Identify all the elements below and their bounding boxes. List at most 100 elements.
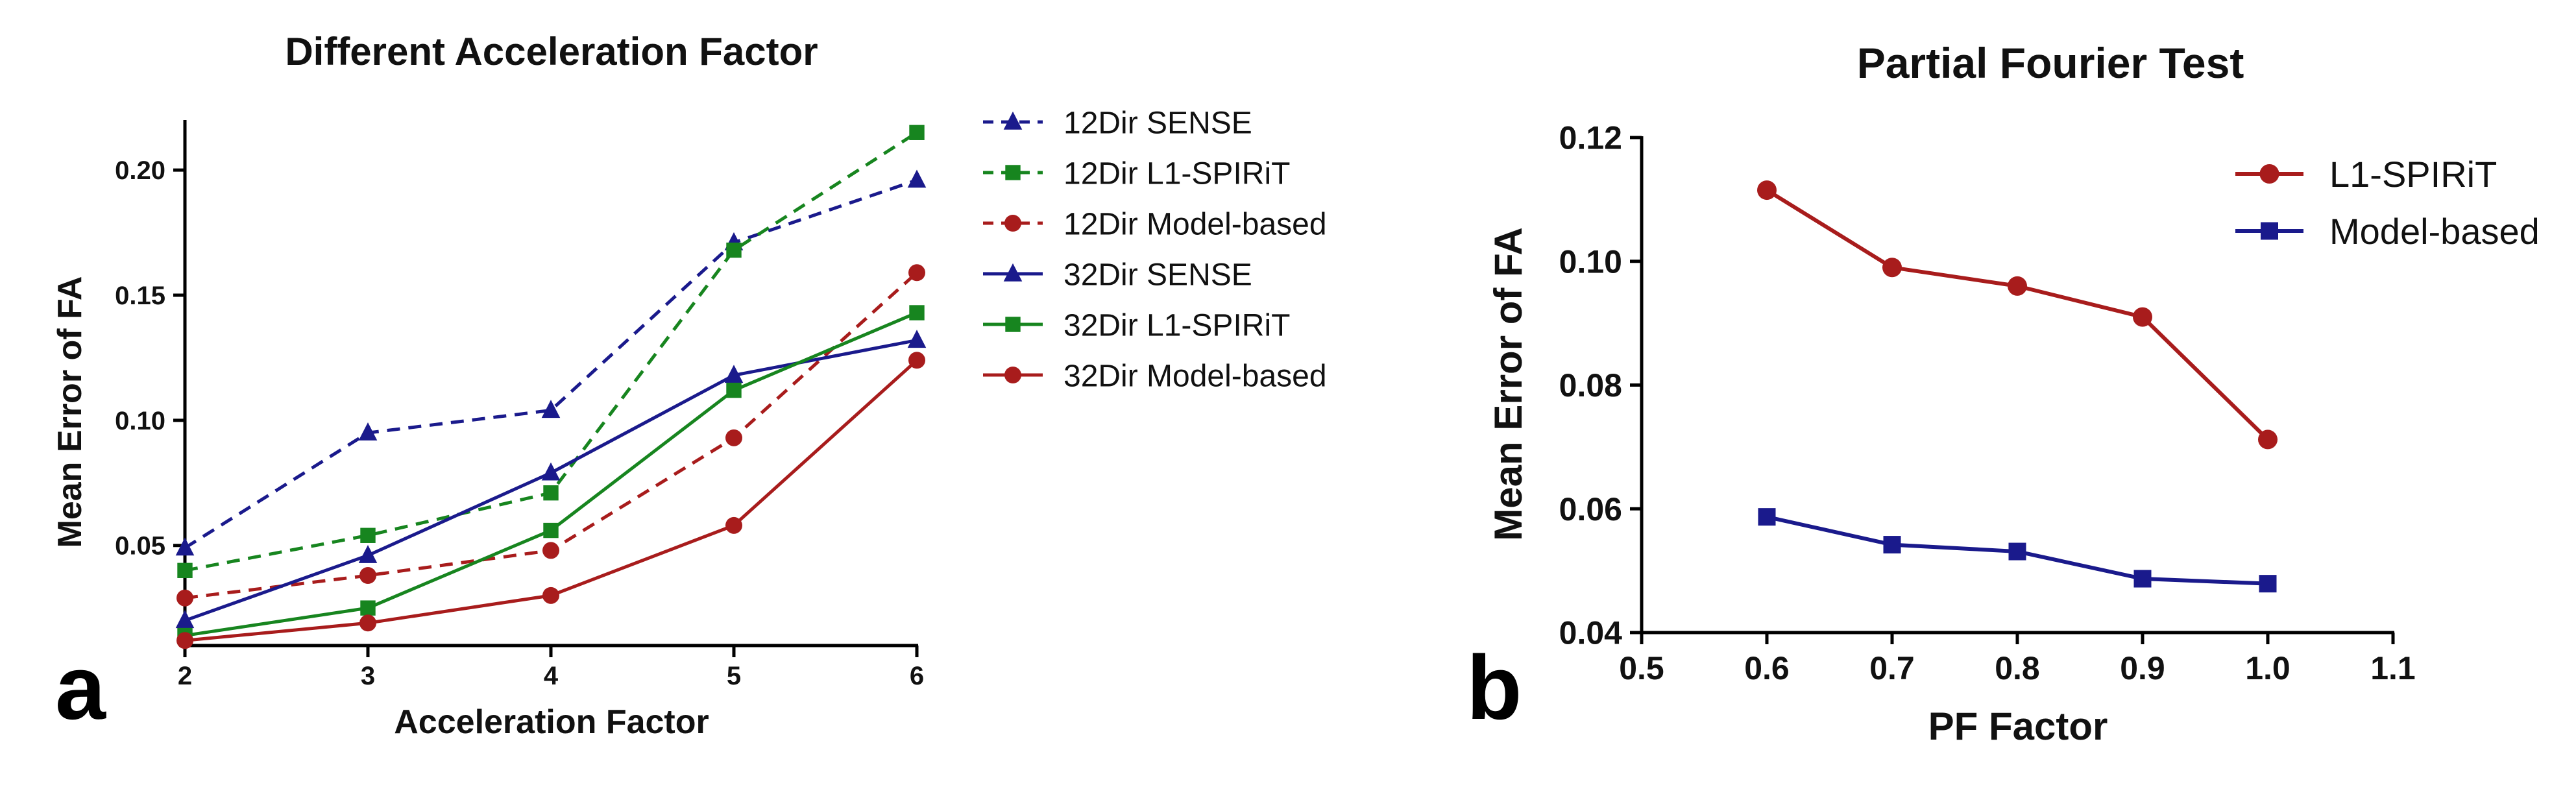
legend-marker — [1004, 215, 1021, 232]
series-line — [185, 132, 917, 570]
panel-b: Partial Fourier Test 0.5 0.6 0.7 0.8 0.9 1.0 1… — [1466, 39, 2540, 748]
series-model-based — [1758, 508, 2277, 592]
legend-label: Model-based — [2329, 211, 2540, 252]
y-tick-label: 0.10 — [115, 407, 165, 435]
data-point — [725, 429, 742, 446]
x-tick-label: 3 — [361, 662, 375, 690]
legend-label: 32Dir L1-SPIRiT — [1063, 308, 1290, 343]
x-tick-label: 0.7 — [1869, 650, 1915, 686]
y-axis-title: Mean Error of FA — [1487, 227, 1530, 540]
x-tick-label: 6 — [910, 662, 924, 690]
legend-marker — [1005, 317, 1020, 332]
data-point — [359, 614, 376, 631]
legend: 12Dir SENSE 12Dir L1-SPIRiT 12Dir Model-ba… — [983, 106, 1327, 393]
data-point — [1757, 180, 1777, 200]
x-tick-label: 5 — [727, 662, 741, 690]
x-tick-label: 1.1 — [2370, 650, 2416, 686]
data-point — [1884, 536, 1901, 553]
x-tick-label: 2 — [178, 662, 192, 690]
y-ticks: 0.04 0.06 0.08 0.10 0.12 — [1559, 120, 1642, 651]
data-point — [2008, 276, 2027, 296]
legend: L1-SPIRiT Model-based — [2235, 154, 2540, 252]
data-point — [359, 567, 376, 584]
series-l1-spirit — [1757, 180, 2278, 449]
legend-label: 12Dir Model-based — [1063, 207, 1327, 241]
legend-item-model-based: Model-based — [2235, 211, 2540, 252]
x-axis-title: Acceleration Factor — [394, 703, 709, 741]
legend-item-12dir-model-based: 12Dir Model-based — [983, 207, 1327, 241]
axes — [184, 120, 918, 646]
data-point — [908, 169, 927, 187]
legend-item-32dir-model-based: 32Dir Model-based — [983, 359, 1327, 393]
series-group — [176, 125, 927, 649]
legend-item-12dir-sense: 12Dir SENSE — [983, 106, 1252, 140]
x-tick-label: 4 — [544, 662, 559, 690]
data-point — [360, 528, 375, 543]
panel-a: Different Acceleration Factor 2 3 4 5 6 0.05… — [51, 30, 1327, 741]
chart-title: Partial Fourier Test — [1857, 39, 2244, 87]
y-ticks: 0.05 0.10 0.15 0.20 — [115, 156, 185, 561]
legend-marker — [1005, 165, 1020, 180]
legend-marker — [2261, 223, 2278, 240]
legend-label: 12Dir L1-SPIRiT — [1063, 156, 1290, 191]
y-tick-label: 0.08 — [1559, 367, 1622, 404]
y-tick-label: 0.15 — [115, 282, 165, 310]
data-point — [909, 125, 924, 140]
y-tick-label: 0.06 — [1559, 491, 1622, 527]
legend-label: 32Dir SENSE — [1063, 258, 1252, 292]
data-point — [725, 517, 742, 534]
x-tick-label: 0.9 — [2120, 650, 2165, 686]
legend-item-l1-spirit: L1-SPIRiT — [2235, 154, 2497, 195]
x-ticks: 2 3 4 5 6 — [178, 646, 924, 690]
x-axis-title: PF Factor — [1928, 705, 2108, 748]
legend-item-32dir-sense: 32Dir SENSE — [983, 258, 1252, 292]
legend-marker — [1004, 367, 1021, 383]
legend-label: 12Dir SENSE — [1063, 106, 1252, 140]
x-tick-label: 1.0 — [2245, 650, 2290, 686]
y-tick-label: 0.10 — [1559, 243, 1622, 280]
data-point — [909, 305, 924, 320]
data-point — [543, 523, 558, 538]
legend-label: 32Dir Model-based — [1063, 359, 1327, 393]
data-point — [542, 587, 559, 604]
figure: Different Acceleration Factor 2 3 4 5 6 0.05… — [0, 0, 2576, 798]
data-point — [542, 542, 559, 559]
data-point — [908, 352, 925, 369]
legend-item-32dir-l1-spirit: 32Dir L1-SPIRiT — [983, 308, 1290, 343]
legend-item-12dir-l1-spirit: 12Dir L1-SPIRiT — [983, 156, 1290, 191]
panel-label: a — [55, 636, 106, 738]
legend-label: L1-SPIRiT — [2329, 154, 2497, 195]
y-axis-title: Mean Error of FA — [51, 276, 89, 548]
panel-label: b — [1466, 636, 1522, 738]
data-point — [176, 590, 193, 607]
data-point — [2134, 570, 2152, 588]
data-point — [176, 632, 193, 649]
data-point — [2259, 575, 2277, 592]
data-point — [2009, 543, 2026, 561]
chart-title: Different Acceleration Factor — [285, 30, 818, 73]
legend-marker — [2260, 164, 2279, 184]
y-tick-label: 0.05 — [115, 532, 165, 561]
x-tick-label: 0.5 — [1619, 650, 1664, 686]
data-point — [177, 563, 192, 578]
data-point — [908, 330, 927, 348]
series-12dir-l1-spirit — [177, 125, 924, 578]
series-line — [1767, 190, 2268, 439]
data-point — [542, 463, 561, 481]
data-point — [2133, 308, 2152, 327]
data-point — [2258, 429, 2278, 449]
y-tick-label: 0.20 — [115, 156, 165, 185]
series-32dir-sense — [176, 330, 927, 628]
series-group — [1757, 180, 2278, 592]
series-12dir-model-based — [176, 264, 925, 606]
x-ticks: 0.5 0.6 0.7 0.8 0.9 1.0 1.1 — [1619, 633, 2416, 686]
data-point — [360, 600, 375, 615]
x-tick-label: 0.6 — [1744, 650, 1790, 686]
y-tick-label: 0.04 — [1559, 615, 1623, 651]
data-point — [726, 243, 741, 258]
data-point — [908, 264, 925, 281]
data-point — [1882, 258, 1902, 277]
data-point — [543, 485, 558, 500]
data-point — [1758, 508, 1776, 526]
data-point — [726, 383, 741, 398]
